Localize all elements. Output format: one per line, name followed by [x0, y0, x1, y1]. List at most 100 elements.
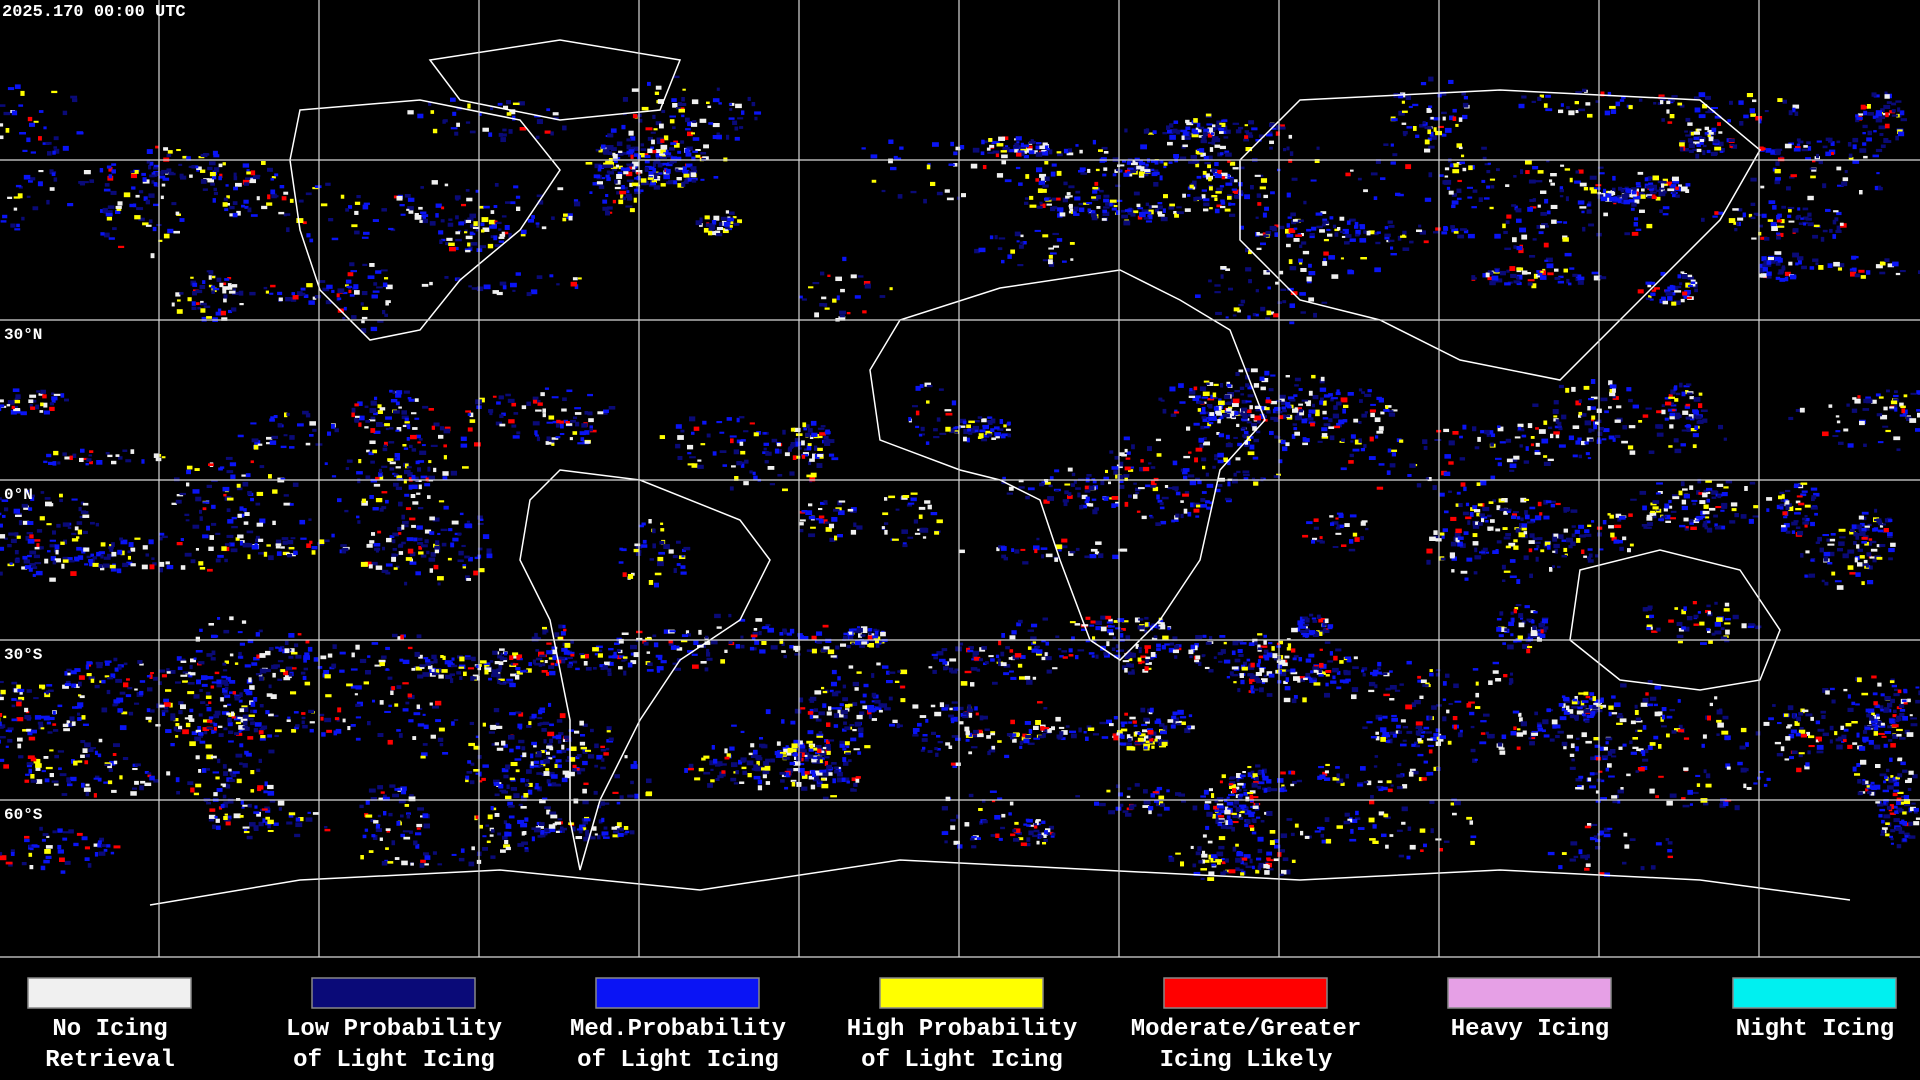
speckle — [1242, 414, 1248, 420]
speckle — [1398, 110, 1405, 116]
speckle — [535, 135, 540, 140]
speckle — [1067, 195, 1073, 198]
speckle — [1550, 433, 1554, 439]
speckle — [1152, 486, 1159, 492]
speckle — [1652, 506, 1659, 510]
speckle — [1748, 518, 1754, 524]
speckle — [1202, 391, 1210, 397]
speckle — [1853, 541, 1857, 545]
speckle — [430, 444, 438, 447]
speckle — [1516, 276, 1520, 280]
speckle — [1487, 514, 1492, 518]
speckle — [47, 151, 52, 156]
speckle — [269, 292, 274, 295]
speckle — [142, 177, 147, 182]
speckle — [926, 164, 931, 170]
speckle — [1193, 386, 1198, 391]
speckle — [1003, 147, 1010, 150]
speckle — [727, 217, 734, 222]
speckle — [1810, 559, 1815, 562]
speckle — [1216, 187, 1223, 191]
speckle — [1459, 457, 1466, 461]
speckle — [253, 444, 259, 450]
speckle — [1323, 394, 1330, 398]
speckle — [1488, 501, 1494, 504]
speckle — [1386, 470, 1391, 475]
speckle — [579, 431, 586, 436]
speckle — [1831, 571, 1836, 576]
speckle — [1603, 428, 1610, 433]
speckle — [1743, 114, 1749, 119]
speckle — [1480, 480, 1487, 486]
speckle — [671, 98, 677, 103]
speckle — [669, 147, 675, 151]
speckle — [1648, 450, 1655, 454]
speckle — [1223, 394, 1231, 399]
speckle — [808, 286, 814, 289]
speckle — [250, 497, 254, 502]
speckle — [730, 438, 734, 444]
speckle — [1734, 228, 1738, 232]
speckle — [228, 290, 236, 294]
speckle — [532, 421, 540, 426]
speckle — [385, 300, 391, 304]
speckle — [477, 522, 484, 525]
speckle — [1188, 132, 1192, 136]
speckle — [43, 126, 47, 130]
speckle — [1543, 225, 1549, 228]
speckle — [372, 290, 380, 293]
speckle — [1847, 443, 1854, 448]
speckle — [407, 206, 414, 211]
speckle — [704, 215, 710, 220]
speckle — [1750, 113, 1756, 117]
speckle — [1263, 194, 1269, 199]
speckle — [712, 135, 718, 140]
speckle — [1067, 494, 1073, 499]
speckle — [1467, 520, 1471, 525]
speckle — [1197, 408, 1201, 412]
speckle — [1059, 209, 1063, 214]
speckle — [280, 546, 285, 549]
speckle — [691, 99, 699, 105]
speckle — [1766, 508, 1770, 512]
speckle — [1044, 479, 1049, 483]
speckle — [1701, 217, 1705, 222]
speckle — [1873, 130, 1877, 133]
speckle — [1795, 508, 1802, 511]
speckle — [1564, 553, 1568, 556]
speckle — [1245, 132, 1253, 135]
speckle — [739, 441, 744, 446]
speckle — [1443, 471, 1451, 477]
speckle — [687, 177, 692, 182]
speckle — [1306, 228, 1312, 232]
speckle — [881, 526, 885, 530]
speckle — [1524, 514, 1530, 520]
speckle — [1520, 497, 1527, 503]
speckle — [1131, 160, 1138, 166]
speckle — [1848, 153, 1853, 158]
speckle — [409, 517, 416, 521]
speckle — [1828, 538, 1836, 542]
speckle — [763, 447, 767, 451]
speckle — [1156, 453, 1162, 457]
speckle — [1331, 397, 1338, 400]
speckle — [1513, 539, 1518, 543]
speckle — [628, 146, 635, 150]
speckle — [125, 459, 132, 463]
speckle — [695, 154, 701, 158]
speckle — [388, 427, 394, 430]
speckle — [1206, 382, 1210, 386]
speckle — [1450, 541, 1457, 547]
speckle — [1297, 219, 1304, 223]
speckle — [1861, 581, 1865, 586]
speckle — [1173, 128, 1178, 134]
speckle — [1321, 433, 1328, 437]
speckle — [660, 183, 666, 187]
speckle — [961, 193, 966, 198]
speckle — [346, 459, 353, 463]
speckle — [1286, 192, 1291, 198]
speckle — [1796, 214, 1801, 218]
speckle — [1784, 276, 1789, 282]
speckle — [159, 175, 166, 179]
speckle — [452, 111, 457, 116]
